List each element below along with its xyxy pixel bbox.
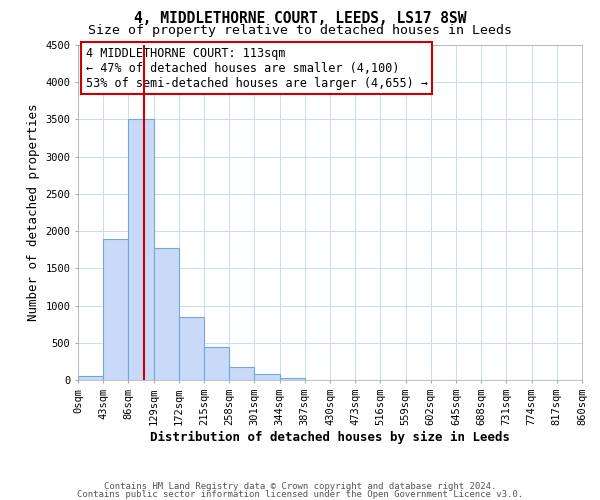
X-axis label: Distribution of detached houses by size in Leeds: Distribution of detached houses by size … xyxy=(150,430,510,444)
Text: Contains public sector information licensed under the Open Government Licence v3: Contains public sector information licen… xyxy=(77,490,523,499)
Bar xyxy=(128,120,154,380)
Text: 4, MIDDLETHORNE COURT, LEEDS, LS17 8SW: 4, MIDDLETHORNE COURT, LEEDS, LS17 8SW xyxy=(134,11,466,26)
Bar xyxy=(154,248,179,380)
Bar xyxy=(179,316,204,380)
Bar xyxy=(229,367,254,380)
Bar xyxy=(103,238,128,380)
Y-axis label: Number of detached properties: Number of detached properties xyxy=(27,104,40,322)
Bar xyxy=(78,376,103,380)
Text: Size of property relative to detached houses in Leeds: Size of property relative to detached ho… xyxy=(88,24,512,37)
Text: 4 MIDDLETHORNE COURT: 113sqm
← 47% of detached houses are smaller (4,100)
53% of: 4 MIDDLETHORNE COURT: 113sqm ← 47% of de… xyxy=(86,46,428,90)
Text: Contains HM Land Registry data © Crown copyright and database right 2024.: Contains HM Land Registry data © Crown c… xyxy=(104,482,496,491)
Bar xyxy=(280,378,305,380)
Bar xyxy=(254,374,280,380)
Bar xyxy=(204,346,229,380)
